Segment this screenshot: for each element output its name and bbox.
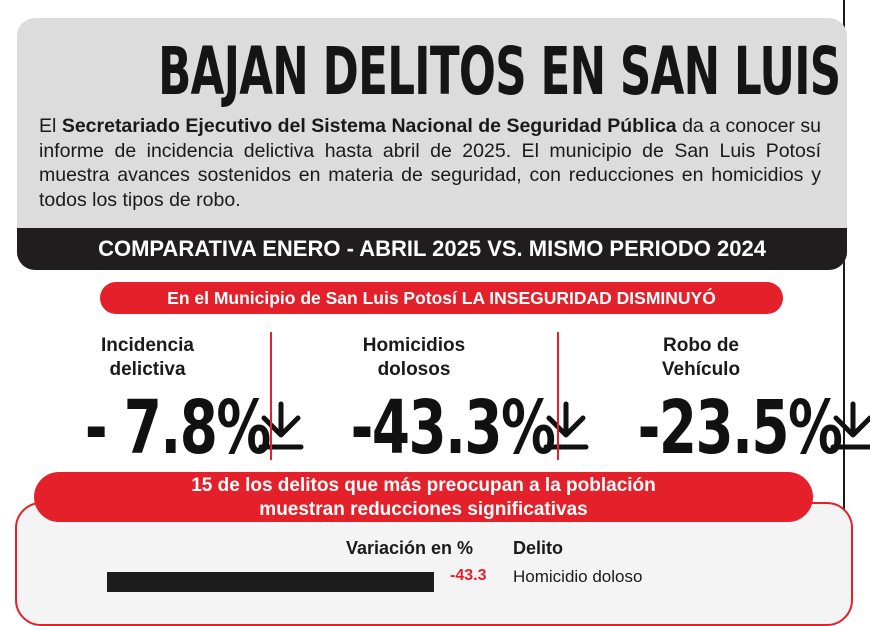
stat-value: - 7.8% [84, 385, 271, 471]
stat-label: Incidencia delictiva [20, 334, 275, 382]
stat-value-row: -23.5% [566, 388, 870, 468]
highlight-banner: En el Municipio de San Luis Potosí LA IN… [100, 282, 783, 314]
stat-divider [557, 332, 559, 460]
stat-value-row: - 7.8% [20, 385, 304, 471]
column-header-variation: Variación en % [346, 538, 474, 558]
stat-value-row: -43.3% [279, 388, 589, 468]
stat-label-line2: delictiva [109, 359, 186, 380]
page-edge-divider [843, 0, 845, 581]
intro-paragraph: El Secretariado Ejecutivo del Sistema Na… [39, 114, 821, 212]
variation-value: -43.3 [450, 567, 487, 584]
stat-label: Robo de Vehículo [566, 334, 836, 382]
stat-incidencia: Incidencia delictiva - 7.8% [20, 332, 304, 468]
arrow-down-icon [543, 401, 589, 450]
stat-divider [270, 332, 272, 460]
stat-label-line1: Robo de [663, 335, 739, 356]
intro-bold-organization: Secretariado Ejecutivo del Sistema Nacio… [61, 115, 677, 137]
crime-label: Homicidio doloso [513, 567, 643, 586]
intro-prefix: El [39, 115, 62, 137]
stat-label-line2: Vehículo [661, 359, 741, 380]
stat-label-line2: dolosos [377, 359, 451, 380]
variation-bar [107, 572, 434, 592]
stat-robo-vehiculo: Robo de Vehículo -23.5% [566, 332, 870, 468]
header-card: BAJAN DELITOS EN SAN LUIS CAPITAL El Sec… [17, 18, 847, 270]
comparison-banner: COMPARATIVA ENERO - ABRIL 2025 VS. MISMO… [17, 228, 847, 270]
section-title-line2: muestran reducciones significativas [259, 499, 588, 520]
section-title: 15 de los delitos que más preocupan a la… [34, 472, 813, 522]
stat-label-line1: Homicidios [362, 335, 466, 356]
section-title-line1: 15 de los delitos que más preocupan a la… [191, 475, 656, 496]
stat-label-line1: Incidencia [101, 335, 194, 356]
page-title: BAJAN DELITOS EN SAN LUIS CAPITAL [158, 33, 847, 110]
arrow-down-icon [258, 401, 304, 450]
stat-value: -23.5% [637, 385, 843, 471]
stat-value: -43.3% [350, 385, 556, 471]
column-header-crime: Delito [513, 538, 564, 558]
intro-text: da a conocer su informe de incidencia de… [39, 115, 821, 211]
arrow-down-icon [830, 401, 870, 450]
stat-homicidios: Homicidios dolosos -43.3% [279, 332, 589, 468]
stat-label: Homicidios dolosos [279, 334, 549, 382]
